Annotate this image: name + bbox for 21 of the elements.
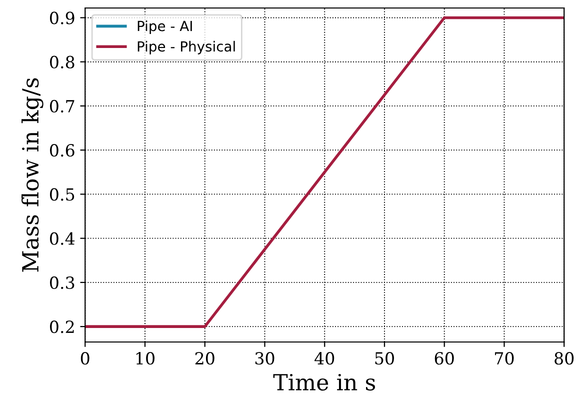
x-tick-label: 50	[375, 352, 394, 365]
x-tick-label: 10	[136, 352, 154, 365]
y-tick-label: 0.5	[50, 188, 74, 201]
x-tick-label: 0	[80, 352, 90, 365]
y-tick-label: 0.8	[50, 56, 74, 68]
x-tick-label: 70	[495, 352, 514, 365]
x-tick-label: 30	[255, 352, 274, 365]
y-tick-label: 0.3	[50, 276, 74, 290]
y-tick-label: 0.9	[50, 12, 74, 24]
y-tick-label: 0.4	[50, 232, 75, 245]
legend-label: Pipe - Physical	[138, 40, 235, 54]
x-axis-title: Time in s	[273, 374, 376, 391]
y-tick-label: 0.2	[50, 320, 74, 334]
x-tick-label: 20	[195, 352, 214, 365]
x-tick-label: 40	[314, 352, 334, 365]
x-tick-label: 60	[434, 352, 454, 365]
y-tick-label: 0.7	[50, 100, 74, 113]
legend-label: Pipe - AI	[138, 20, 192, 34]
x-tick-label: 80	[554, 352, 574, 365]
y-axis-title: Mass flow in kg/s	[22, 78, 44, 272]
y-tick-label: 0.6	[50, 144, 74, 157]
